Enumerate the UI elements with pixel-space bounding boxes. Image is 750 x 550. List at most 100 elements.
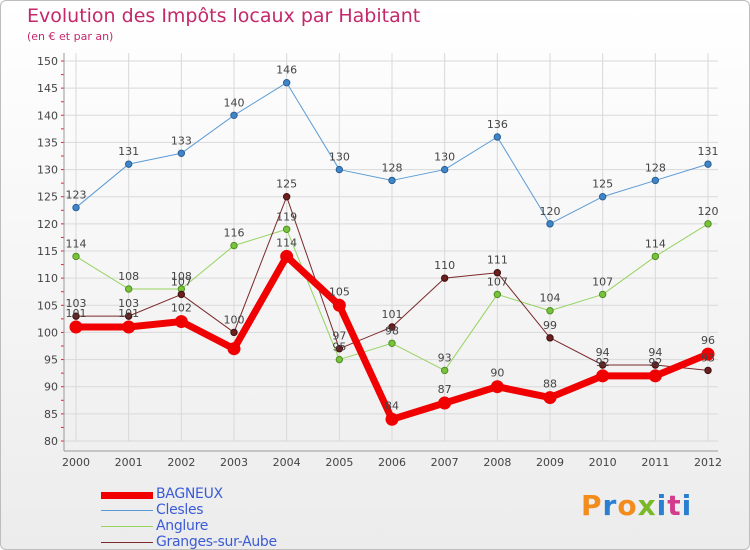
data-point-granges-sur-aube — [651, 361, 660, 369]
data-label-anglure: 119 — [276, 210, 297, 223]
series-clesles — [72, 79, 712, 228]
data-point-clesles — [440, 165, 449, 174]
x-tick-label: 2009 — [536, 456, 564, 469]
data-point-anglure — [493, 290, 502, 299]
data-point-granges-sur-aube — [493, 269, 502, 277]
data-label-granges-sur-aube: 100 — [224, 313, 245, 326]
data-point-anglure — [598, 290, 607, 299]
data-label-anglure: 95 — [332, 341, 346, 354]
data-point-anglure — [230, 241, 238, 250]
data-label-granges-sur-aube: 94 — [596, 346, 610, 359]
data-label-anglure: 116 — [224, 227, 245, 240]
data-label-bagneux: 114 — [276, 236, 297, 249]
data-point-bagneux — [280, 249, 294, 263]
data-point-clesles — [388, 176, 396, 185]
data-point-anglure — [704, 220, 712, 228]
data-point-bagneux — [122, 320, 136, 334]
y-tick-label: 115 — [37, 245, 58, 258]
data-point-granges-sur-aube — [388, 323, 396, 331]
data-point-clesles — [282, 79, 291, 87]
y-tick-label: 130 — [37, 164, 58, 177]
data-label-clesles: 136 — [487, 118, 508, 131]
legend-swatch-granges-sur-aube — [101, 542, 153, 543]
logo-letter: o — [617, 489, 638, 522]
data-point-anglure — [546, 307, 554, 315]
data-label-anglure: 93 — [438, 351, 452, 364]
logo-letter: i — [656, 489, 668, 522]
data-point-bagneux — [332, 298, 346, 312]
legend-swatch-clesles — [101, 510, 153, 511]
y-tick-label: 95 — [44, 354, 58, 367]
data-point-anglure — [282, 225, 291, 233]
data-point-granges-sur-aube — [72, 312, 80, 320]
data-label-clesles: 133 — [171, 134, 192, 147]
x-tick-label: 2000 — [62, 456, 90, 469]
data-label-clesles: 130 — [329, 151, 350, 164]
data-point-granges-sur-aube — [598, 361, 607, 369]
data-labels-layer: 123 131 133 140 146 130 128 130 136 120 125 128 131 1… — [66, 64, 719, 413]
y-tick-label: 90 — [44, 381, 58, 394]
data-point-clesles — [493, 133, 502, 141]
x-tick-label: 2011 — [641, 456, 669, 469]
data-point-bagneux — [385, 412, 399, 426]
x-tick-label: 2001 — [115, 456, 143, 469]
data-point-anglure — [72, 252, 80, 261]
data-label-clesles: 131 — [118, 145, 139, 158]
y-tick-label: 120 — [37, 218, 58, 231]
logo-letter: P — [581, 489, 603, 522]
x-tick-label: 2012 — [694, 456, 722, 469]
data-label-bagneux: 90 — [490, 367, 504, 380]
data-label-bagneux: 87 — [438, 383, 452, 396]
legend-label-clesles: Clesles — [156, 502, 204, 518]
x-tick-label: 2004 — [273, 456, 301, 469]
data-point-clesles — [704, 160, 712, 168]
data-label-anglure: 108 — [118, 270, 139, 283]
data-point-clesles — [651, 176, 660, 185]
data-label-clesles: 128 — [382, 161, 403, 174]
data-point-clesles — [124, 160, 133, 168]
chart-subtitle: (en € et par an) — [27, 30, 114, 43]
data-point-bagneux — [648, 369, 662, 383]
x-tick-label: 2003 — [220, 456, 248, 469]
data-point-granges-sur-aube — [440, 274, 449, 282]
x-tick-label: 2006 — [378, 456, 406, 469]
data-point-granges-sur-aube — [282, 193, 291, 201]
y-tick-label: 105 — [37, 299, 58, 312]
data-point-bagneux — [596, 369, 610, 383]
data-label-clesles: 120 — [540, 205, 561, 218]
data-label-granges-sur-aube: 110 — [434, 259, 455, 272]
data-point-clesles — [72, 203, 80, 212]
x-tick-label: 2007 — [431, 456, 459, 469]
data-label-anglure: 107 — [487, 275, 508, 288]
legend-label-anglure: Anglure — [156, 518, 209, 534]
data-label-granges-sur-aube: 99 — [543, 319, 557, 332]
data-label-anglure: 107 — [592, 275, 613, 288]
data-label-granges-sur-aube: 107 — [171, 275, 192, 288]
proxiti-logo: Proxiti — [581, 489, 692, 522]
legend-label-granges-sur-aube: Granges-sur-Aube — [156, 534, 277, 550]
data-point-bagneux — [438, 396, 452, 410]
data-label-bagneux: 101 — [118, 307, 139, 320]
data-label-granges-sur-aube: 103 — [66, 297, 87, 310]
y-tick-label: 150 — [37, 55, 58, 68]
data-point-clesles — [598, 193, 607, 201]
data-point-anglure — [335, 355, 344, 364]
data-point-clesles — [546, 220, 554, 228]
data-label-clesles: 125 — [592, 178, 613, 191]
y-tick-label: 140 — [37, 109, 58, 122]
data-label-granges-sur-aube: 101 — [382, 308, 403, 321]
data-point-bagneux — [701, 347, 715, 361]
data-label-granges-sur-aube: 97 — [332, 330, 346, 343]
series-layer — [69, 79, 715, 426]
data-label-bagneux: 101 — [66, 307, 87, 320]
data-label-granges-sur-aube: 111 — [487, 254, 508, 267]
data-point-clesles — [335, 165, 344, 174]
data-point-clesles — [177, 149, 186, 157]
data-point-anglure — [388, 339, 396, 347]
data-point-bagneux — [227, 342, 241, 356]
data-label-clesles: 128 — [645, 161, 666, 174]
data-point-granges-sur-aube — [335, 345, 344, 353]
data-point-anglure — [124, 285, 133, 293]
